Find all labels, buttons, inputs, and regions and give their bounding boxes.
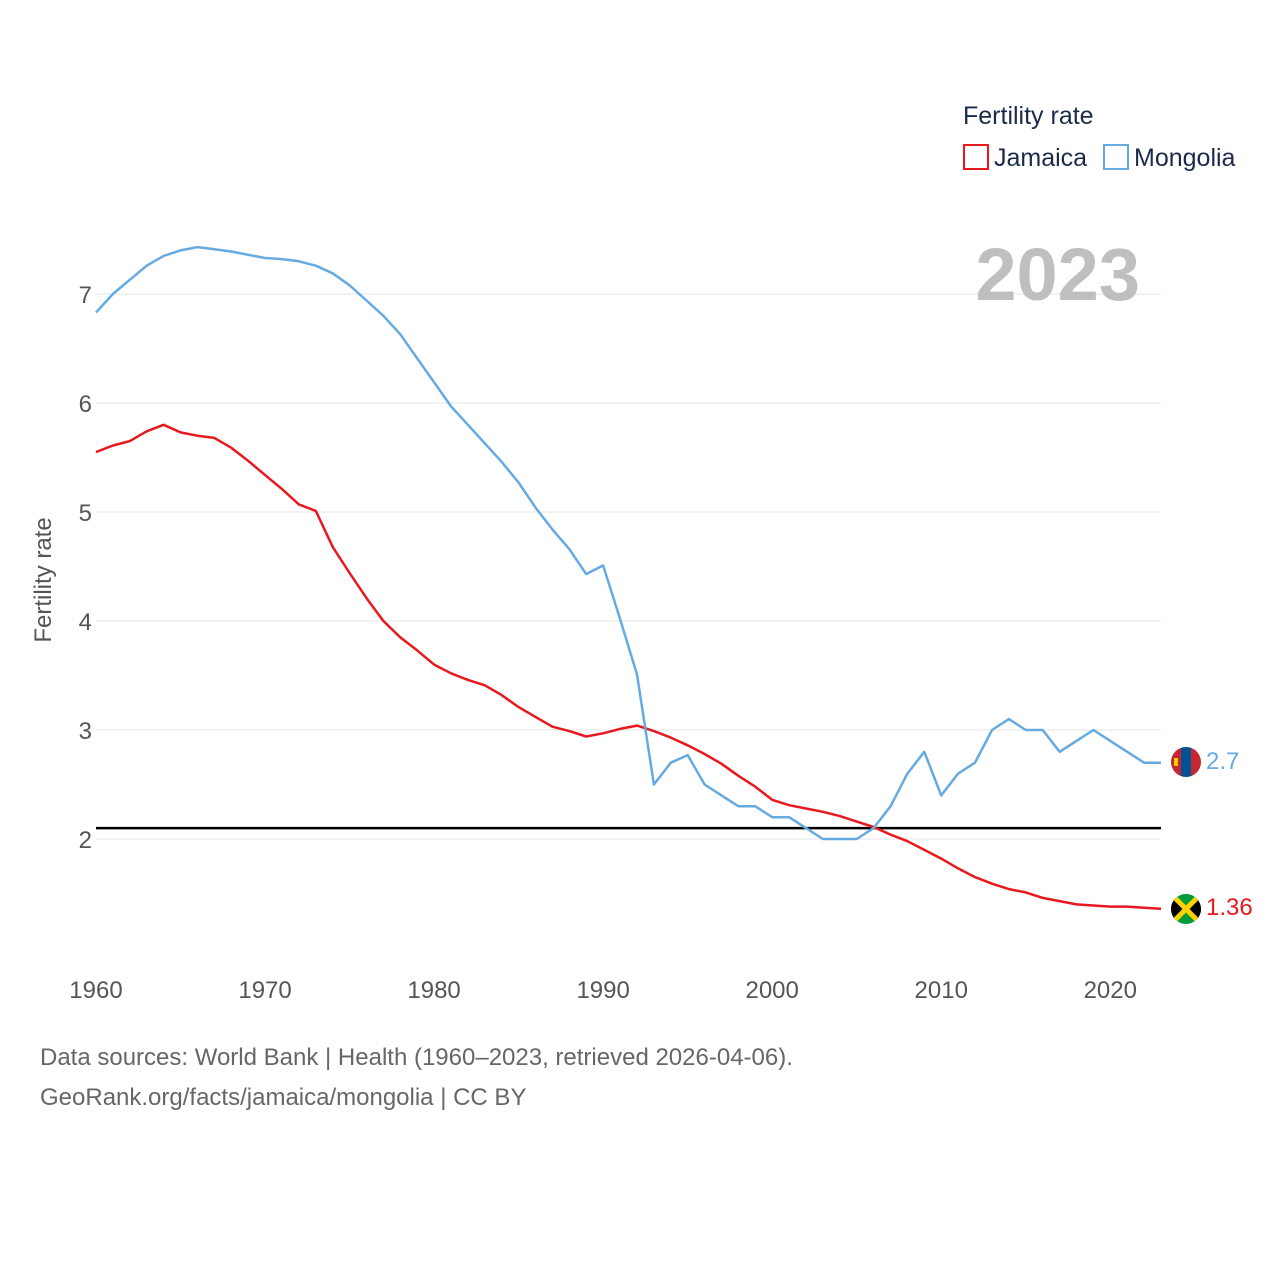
- x-tick-label: 2010: [915, 977, 968, 1000]
- y-axis-ticks: 2 3 4 5 6 7: [79, 282, 92, 854]
- legend-label-jamaica[interactable]: Jamaica: [994, 144, 1087, 172]
- y-tick-label: 5: [79, 500, 92, 527]
- series-line-jamaica: [95, 423, 1162, 911]
- mongolia-end-value: 2.7: [1206, 748, 1239, 775]
- x-tick-label: 1980: [407, 977, 460, 1000]
- x-tick-label: 1990: [576, 977, 629, 1000]
- mongolia-flag-icon: [1171, 747, 1201, 777]
- y-tick-label: 2: [79, 827, 92, 854]
- legend-title: Fertility rate: [963, 102, 1094, 130]
- legend-label-mongolia[interactable]: Mongolia: [1134, 144, 1236, 172]
- footer-link[interactable]: GeoRank.org/facts/jamaica/mongolia | CC …: [40, 1084, 527, 1111]
- y-tick-label: 6: [79, 391, 92, 418]
- legend-swatch-mongolia[interactable]: [1103, 144, 1129, 170]
- end-markers: [1171, 747, 1201, 924]
- x-axis-ticks: 1960 1970 1980 1990 2000 2010 2020: [69, 977, 1137, 1000]
- jamaica-flag-icon: [1171, 894, 1201, 924]
- legend: Fertility rate Jamaica Mongolia: [963, 102, 1236, 172]
- jamaica-end-value: 1.36: [1206, 894, 1253, 921]
- y-axis-label: Fertility rate: [30, 517, 57, 642]
- x-tick-label: 1960: [69, 977, 122, 1000]
- x-tick-label: 2000: [745, 977, 798, 1000]
- footer-sources: Data sources: World Bank | Health (1960–…: [40, 1044, 793, 1071]
- gridlines: [96, 293, 1161, 840]
- x-tick-label: 2020: [1084, 977, 1137, 1000]
- series-line-mongolia: [95, 245, 1161, 841]
- fertility-rate-chart: 2 3 4 5 6 7 1960 1970 1980 1990 2000 2010 2020 Fert…: [30, 102, 1253, 1000]
- x-tick-label: 1970: [238, 977, 291, 1000]
- year-label: 2023: [975, 233, 1140, 316]
- legend-swatch-jamaica[interactable]: [963, 144, 989, 170]
- y-tick-label: 4: [79, 609, 92, 636]
- y-tick-label: 7: [79, 282, 92, 309]
- y-tick-label: 3: [79, 718, 92, 745]
- series-lines: [95, 245, 1162, 911]
